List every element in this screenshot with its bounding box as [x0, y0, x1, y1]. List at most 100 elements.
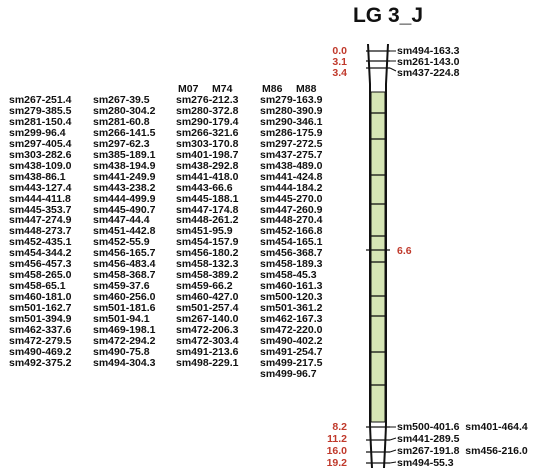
- header-m88: M88: [296, 83, 317, 95]
- marker-name: sm447-174.8: [176, 203, 239, 216]
- marker-label: sm494-163.3: [397, 45, 460, 57]
- position-label: 3.4: [332, 67, 347, 79]
- marker-name: sm445-270.0: [260, 192, 323, 205]
- marker-name: sm303-282.6: [9, 148, 72, 161]
- marker-name: sm472-279.5: [9, 334, 72, 347]
- marker-name: sm452-435.1: [9, 236, 72, 249]
- marker-name: sm456-368.7: [260, 247, 323, 260]
- marker-name: sm445-490.7: [93, 203, 156, 216]
- chromosome-ticks: [366, 50, 390, 464]
- marker-name: sm491-254.7: [260, 345, 323, 358]
- marker-name: sm472-294.2: [93, 334, 156, 347]
- marker-name: sm458-389.2: [176, 269, 239, 282]
- marker-name: sm276-212.3: [176, 94, 239, 106]
- marker-name: sm299-96.4: [9, 126, 66, 139]
- marker-name: sm490-469.2: [9, 345, 72, 358]
- marker-name: sm438-292.8: [176, 159, 239, 172]
- marker-name: sm280-304.2: [93, 104, 156, 117]
- marker-name: sm441-418.0: [176, 170, 239, 183]
- chromosome-outline: [367, 43, 373, 469]
- chromosome-body: [370, 91, 386, 423]
- marker-name: sm472-220.0: [260, 324, 323, 337]
- marker-name: sm456-457.3: [9, 258, 72, 271]
- marker-name: sm444-184.2: [260, 181, 323, 194]
- marker-name: sm303-170.8: [176, 137, 239, 150]
- marker-name: sm266-141.5: [93, 126, 156, 139]
- position-label: 19.2: [326, 457, 347, 469]
- marker-name: sm458-189.3: [260, 258, 323, 271]
- marker-name: sm267-251.4: [9, 94, 72, 106]
- marker-name: sm454-344.2: [9, 247, 72, 260]
- marker-name: sm443-66.6: [176, 181, 233, 194]
- connector-lines: [389, 50, 397, 464]
- marker-name: sm441-424.8: [260, 170, 323, 183]
- marker-name: sm494-304.3: [93, 356, 156, 369]
- marker-name: sm456-483.4: [93, 258, 156, 271]
- marker-name: sm438-489.0: [260, 159, 323, 172]
- marker-label: sm494-55.3: [397, 457, 454, 469]
- position-label: 8.2: [332, 421, 347, 433]
- position-label: 3.1: [332, 56, 347, 68]
- marker-name: sm290-346.1: [260, 115, 323, 128]
- marker-name: sm452-166.8: [260, 225, 323, 238]
- marker-label: sm441-289.5: [397, 433, 460, 445]
- marker-label: sm500-401.6 sm401-464.4: [397, 421, 528, 433]
- marker-name: sm501-394.9: [9, 313, 72, 326]
- chromosome-outline-right: [383, 43, 389, 469]
- marker-name: sm501-181.6: [93, 302, 156, 315]
- marker-name: sm472-206.3: [176, 324, 239, 337]
- marker-name: sm456-180.2: [176, 247, 239, 260]
- page-title: LG 3_J: [352, 4, 424, 27]
- marker-name: sm281-60.8: [93, 115, 150, 128]
- marker-name: sm492-375.2: [9, 356, 72, 369]
- marker-name: sm266-321.6: [176, 126, 239, 139]
- marker-name: sm462-337.6: [9, 324, 72, 337]
- marker-name: sm447-260.9: [260, 203, 323, 216]
- position-label: 11.2: [327, 433, 347, 445]
- marker-name: sm445-353.7: [9, 203, 72, 216]
- marker-name: sm499-96.7: [260, 367, 317, 380]
- marker-name: sm458-65.1: [9, 280, 66, 293]
- marker-name: sm498-229.1: [176, 356, 239, 369]
- header-m07: M07: [178, 83, 199, 95]
- marker-name: sm447-44.4: [93, 214, 150, 227]
- marker-name: sm279-385.5: [9, 104, 72, 117]
- marker-name: sm454-157.9: [176, 236, 239, 249]
- marker-name: sm500-120.3: [260, 291, 323, 304]
- marker-name: sm458-132.3: [176, 258, 239, 271]
- marker-name: sm401-198.7: [176, 148, 239, 161]
- marker-name: sm459-37.6: [93, 280, 150, 293]
- marker-name: sm437-275.7: [260, 148, 323, 161]
- marker-name: sm279-163.9: [260, 94, 323, 106]
- marker-name: sm501-361.2: [260, 302, 323, 315]
- marker-name: sm462-167.3: [260, 313, 323, 326]
- marker-name: sm501-162.7: [9, 302, 72, 315]
- marker-name: sm280-390.9: [260, 104, 323, 117]
- marker-name: sm456-165.7: [93, 247, 156, 260]
- marker-name: sm451-95.9: [176, 225, 233, 238]
- marker-name: sm267-39.5: [93, 94, 150, 106]
- marker-name: sm472-303.4: [176, 334, 239, 347]
- marker-name: sm501-94.1: [93, 313, 150, 326]
- marker-column-3: sm276-212.3 sm280-372.8 sm290-179.4 sm266-3…: [176, 95, 238, 369]
- marker-label: sm261-143.0: [397, 56, 460, 68]
- marker-name: sm438-194.9: [93, 159, 156, 172]
- marker-name: sm444-411.8: [9, 192, 71, 205]
- marker-name: sm448-273.7: [9, 225, 72, 238]
- marker-name: sm280-372.8: [176, 104, 239, 117]
- marker-name: sm491-213.6: [176, 345, 239, 358]
- marker-name: sm490-402.2: [260, 334, 323, 347]
- marker-name: sm267-140.0: [176, 313, 239, 326]
- marker-name: sm460-427.0: [176, 291, 239, 304]
- marker-name: sm445-188.1: [176, 192, 239, 205]
- marker-label: sm267-191.8 sm456-216.0: [397, 445, 528, 457]
- marker-name: sm451-442.8: [93, 225, 156, 238]
- marker-name: sm490-75.8: [93, 345, 150, 358]
- header-m74: M74: [212, 83, 233, 95]
- marker-name: sm385-189.1: [93, 148, 156, 161]
- marker-name: sm452-55.9: [93, 236, 150, 249]
- marker-column-1: sm267-251.4 sm279-385.5 sm281-150.4 sm299-9…: [9, 95, 71, 369]
- position-label: 16.0: [326, 445, 347, 457]
- position-label: 0.0: [332, 45, 347, 57]
